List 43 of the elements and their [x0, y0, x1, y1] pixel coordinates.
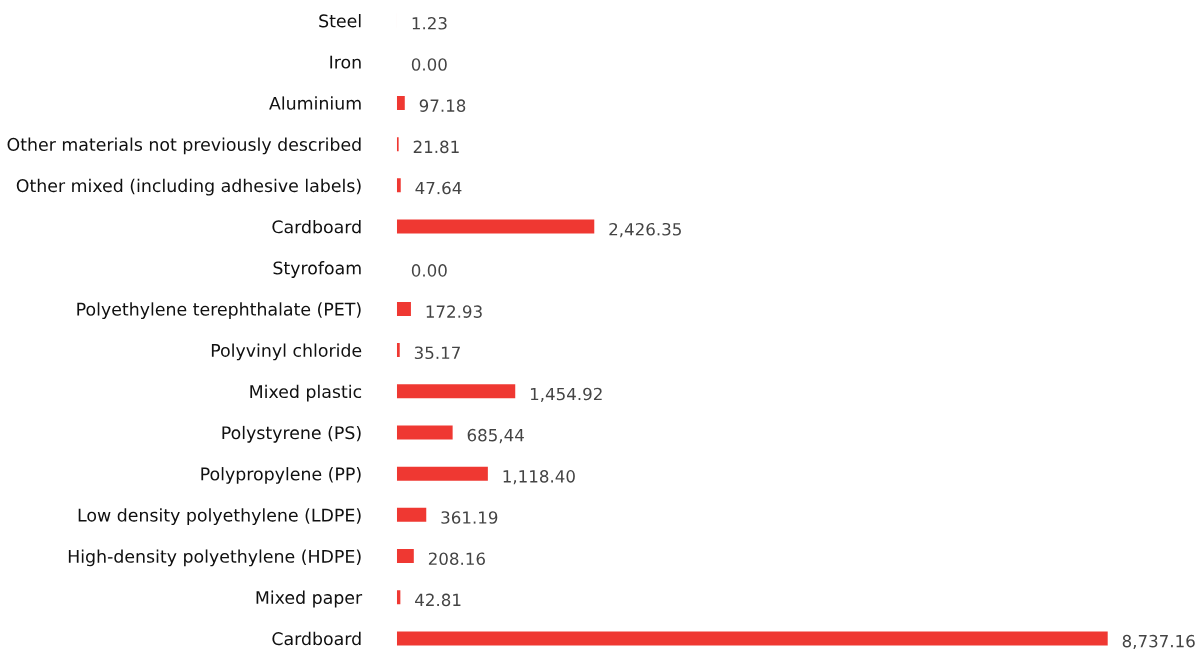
y-tick-label: Steel	[319, 14, 361, 28]
bar	[396, 384, 516, 399]
data-label: 1,118.40	[503, 470, 575, 485]
bar	[396, 425, 453, 440]
data-label: 172.93	[426, 305, 482, 318]
data-label: 97.18	[419, 99, 466, 112]
data-label: 208.16	[428, 552, 485, 566]
data-label: 0.00	[411, 264, 447, 277]
bar	[396, 343, 400, 358]
y-tick-label: Mixed paper	[256, 590, 363, 608]
bar	[396, 219, 595, 234]
data-label: 361.19	[441, 511, 498, 524]
y-tick-label: Low density polyethylene (LDPE)	[78, 508, 361, 526]
y-tick-label: Polyethylene terephthalate (PET)	[77, 302, 361, 320]
bar	[396, 631, 1108, 646]
y-tick-label: Mixed plastic	[250, 384, 362, 402]
bar	[396, 178, 401, 193]
data-label: 2,426.35	[609, 222, 681, 238]
data-label: 1,454.92	[530, 387, 602, 402]
data-label: 8,737.16	[1122, 634, 1195, 650]
y-tick-label: High-density polyethylene (HDPE)	[68, 549, 361, 567]
data-label: 1.23	[412, 16, 447, 30]
bar	[396, 95, 405, 110]
data-label: 42.81	[415, 593, 461, 607]
data-label: 685,44	[467, 428, 524, 444]
y-tick-label: Cardboard	[272, 631, 361, 646]
data-label: 0.00	[411, 58, 447, 71]
y-tick-label: Other materials not previously described	[7, 137, 361, 155]
bar	[396, 549, 414, 564]
y-tick-label: Other mixed (including adhesive labels)	[16, 178, 361, 196]
data-label: 35.17	[414, 346, 460, 360]
y-tick-label: Cardboard	[272, 219, 361, 234]
data-label: 21.81	[413, 140, 459, 154]
y-tick-label: Styrofoam	[273, 261, 361, 278]
y-tick-label: Polyvinyl chloride	[211, 343, 362, 361]
y-tick-label: Iron	[330, 55, 361, 69]
bar	[396, 301, 411, 316]
y-tick-label: Polypropylene (PP)	[201, 467, 361, 484]
y-tick-label: Aluminium	[269, 96, 361, 110]
bar	[396, 507, 427, 522]
bar	[396, 466, 488, 481]
y-tick-label: Polystyrene (PS)	[222, 425, 361, 443]
data-label: 47.64	[415, 181, 462, 195]
